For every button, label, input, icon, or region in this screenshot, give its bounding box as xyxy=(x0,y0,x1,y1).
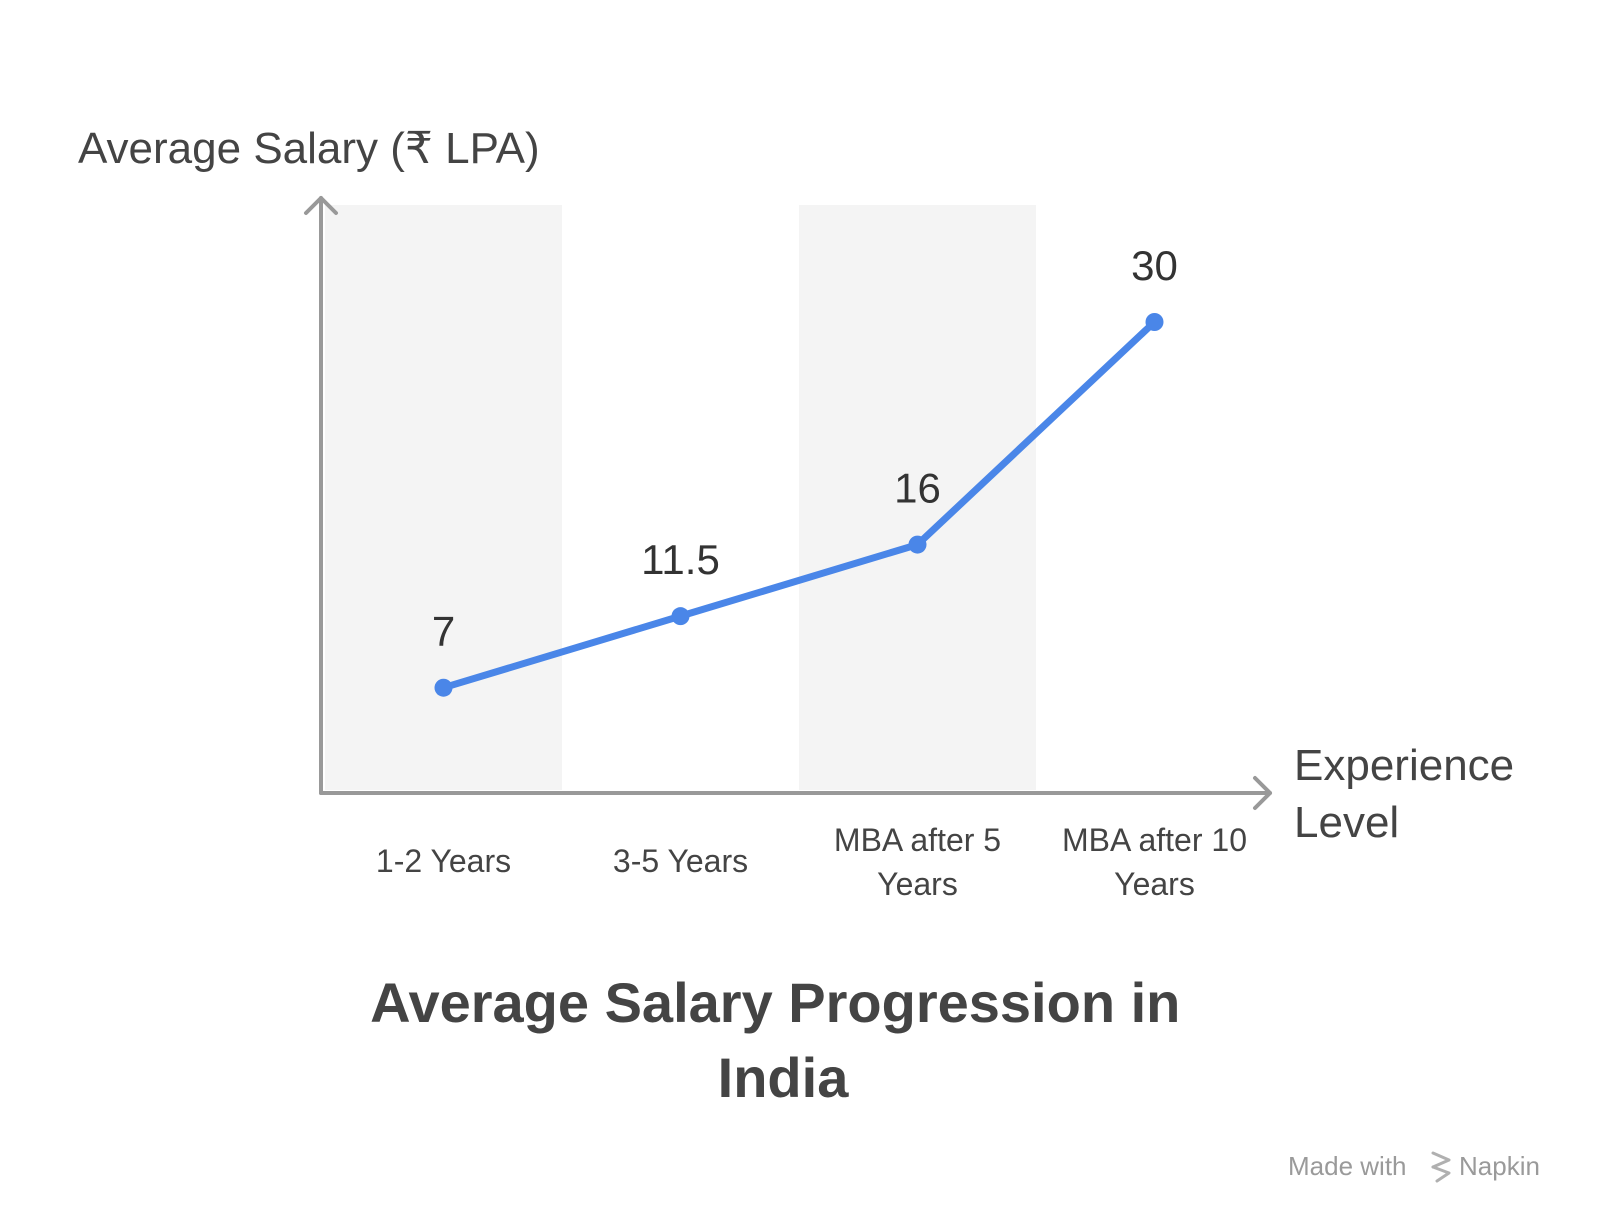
y-axis xyxy=(304,196,338,795)
x-tick-labels: 1-2 Years 3-5 Years MBA after 5 Years MBA af… xyxy=(376,822,1247,902)
category-bands xyxy=(325,205,1036,790)
y-axis-label: Average Salary (₹ LPA) xyxy=(78,124,540,173)
category-band xyxy=(799,205,1036,790)
data-label: 11.5 xyxy=(641,536,720,583)
data-label: 30 xyxy=(1131,242,1178,289)
data-label: 16 xyxy=(894,465,941,512)
x-tick-label: 3-5 Years xyxy=(613,843,748,879)
data-label: 7 xyxy=(432,608,455,655)
footer-watermark: Made with Napkin xyxy=(1288,1151,1540,1183)
data-point xyxy=(434,678,453,697)
chart-title: Average Salary Progression in India xyxy=(370,971,1196,1109)
napkin-logo-icon xyxy=(1431,1151,1451,1183)
series-line xyxy=(440,318,1158,692)
x-axis-label: Experience Level xyxy=(1294,741,1526,847)
data-point xyxy=(908,535,927,554)
x-axis xyxy=(319,776,1272,810)
category-band xyxy=(325,205,562,790)
napkin-brand-text: Napkin xyxy=(1459,1151,1540,1181)
made-with-text: Made with xyxy=(1288,1151,1407,1181)
x-tick-label: MBA after 10 Years xyxy=(1062,822,1247,902)
data-labels: 7 11.5 16 30 xyxy=(432,242,1178,655)
x-tick-label: 1-2 Years xyxy=(376,843,511,879)
x-tick-label: MBA after 5 Years xyxy=(834,822,1001,902)
series-line-group xyxy=(434,313,1164,697)
data-point xyxy=(1145,313,1164,331)
data-point xyxy=(671,607,690,626)
